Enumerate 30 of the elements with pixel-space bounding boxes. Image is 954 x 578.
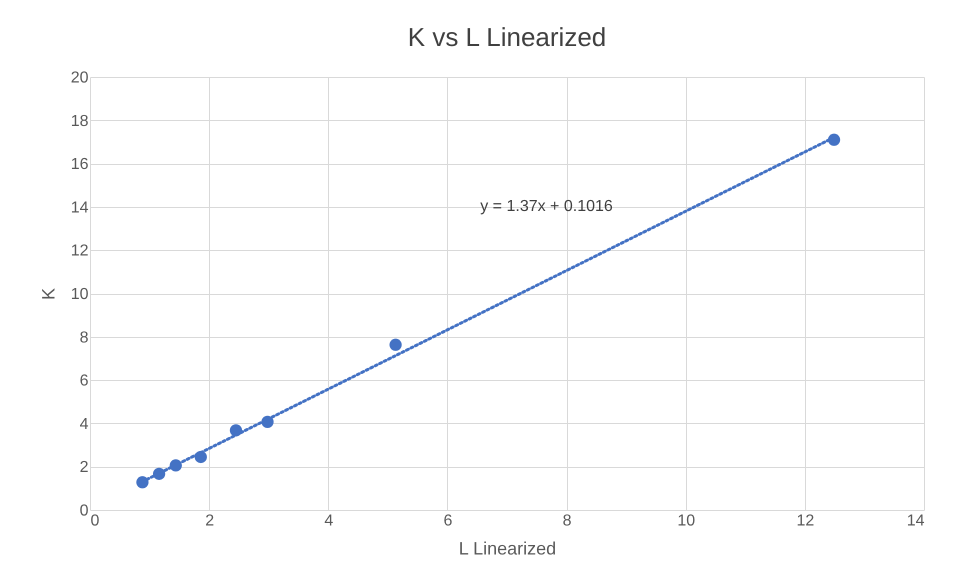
y-tick-label: 4 <box>80 416 89 433</box>
point <box>136 476 149 488</box>
x-tick-label: 0 <box>90 512 100 530</box>
y-tick-label: 8 <box>80 329 89 346</box>
y-axis-title: K <box>38 288 59 300</box>
y-tick-label: 14 <box>70 199 89 216</box>
annotation: y = 1.37x + 0.1016 <box>480 198 613 215</box>
point <box>152 468 166 480</box>
x-tick-label: 2 <box>205 512 214 530</box>
y-tick-label: 16 <box>70 156 89 174</box>
x-tick-label: 4 <box>324 512 334 530</box>
point <box>389 338 402 351</box>
x-tick-label: 14 <box>906 512 925 530</box>
y-tick-label: 10 <box>70 286 89 303</box>
x-tick-label: 6 <box>443 512 452 530</box>
y-tick-label: 18 <box>70 112 89 130</box>
chart-title: K vs L Linearized <box>408 22 606 52</box>
point <box>230 424 242 436</box>
point <box>170 459 182 472</box>
point <box>261 416 274 428</box>
point <box>194 450 207 464</box>
y-tick-label: 6 <box>80 372 89 390</box>
x-tick-label: 8 <box>562 512 572 530</box>
x-tick-label: 12 <box>796 512 814 530</box>
y-tick-label: 20 <box>70 70 89 86</box>
y-tick-label: 12 <box>70 242 89 260</box>
x-tick-label: 10 <box>677 512 696 530</box>
point <box>828 134 840 146</box>
x-axis-title: L Linearized <box>458 538 556 558</box>
y-tick-label: 2 <box>80 459 89 476</box>
